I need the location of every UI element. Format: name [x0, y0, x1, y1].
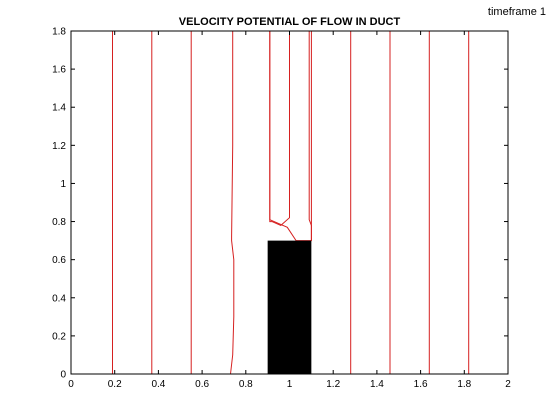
- contour-line-6: [269, 31, 312, 242]
- x-tick-label: 2: [505, 379, 511, 390]
- contour-layer: [112, 31, 470, 375]
- x-tick-label: 0.4: [151, 379, 165, 390]
- contour-line-4: [230, 31, 235, 375]
- timeframe-label: timeframe 1: [487, 6, 546, 18]
- y-tick-label: 1.2: [52, 141, 66, 152]
- x-tick-label: 0.8: [239, 379, 253, 390]
- y-tick-label: 0.2: [52, 331, 66, 342]
- x-tick-label: 1.8: [457, 379, 471, 390]
- x-tick-label: 0.6: [195, 379, 209, 390]
- x-tick-label: 0.2: [108, 379, 122, 390]
- duct-obstacle: [267, 240, 312, 374]
- x-tick-label: 1.6: [414, 379, 428, 390]
- y-tick-label: 1.8: [52, 27, 66, 38]
- y-tick-label: 0.6: [52, 255, 66, 266]
- y-tick-label: 0.8: [52, 217, 66, 228]
- contour-line-7: [308, 31, 312, 241]
- y-tick-label: 1.4: [52, 103, 66, 114]
- y-tick-label: 0: [60, 370, 66, 381]
- obstacle-layer: [267, 240, 312, 374]
- x-tick-label: 0: [68, 379, 74, 390]
- tick-layer: 0 0.2 0.4 0.6 0.8 1 1.2 1.4 1.6 1.8 2 0 0.2 0.4 0.6 0.8…: [52, 27, 511, 391]
- x-tick-label: 1.2: [326, 379, 340, 390]
- contour-line-5: [269, 31, 290, 226]
- x-tick-label: 1: [287, 379, 293, 390]
- chart-title: VELOCITY POTENTIAL OF FLOW IN DUCT: [179, 16, 401, 28]
- y-tick-label: 0.4: [52, 293, 66, 304]
- x-tick-label: 1.4: [370, 379, 384, 390]
- y-tick-label: 1.6: [52, 65, 66, 76]
- y-tick-label: 1: [60, 179, 66, 190]
